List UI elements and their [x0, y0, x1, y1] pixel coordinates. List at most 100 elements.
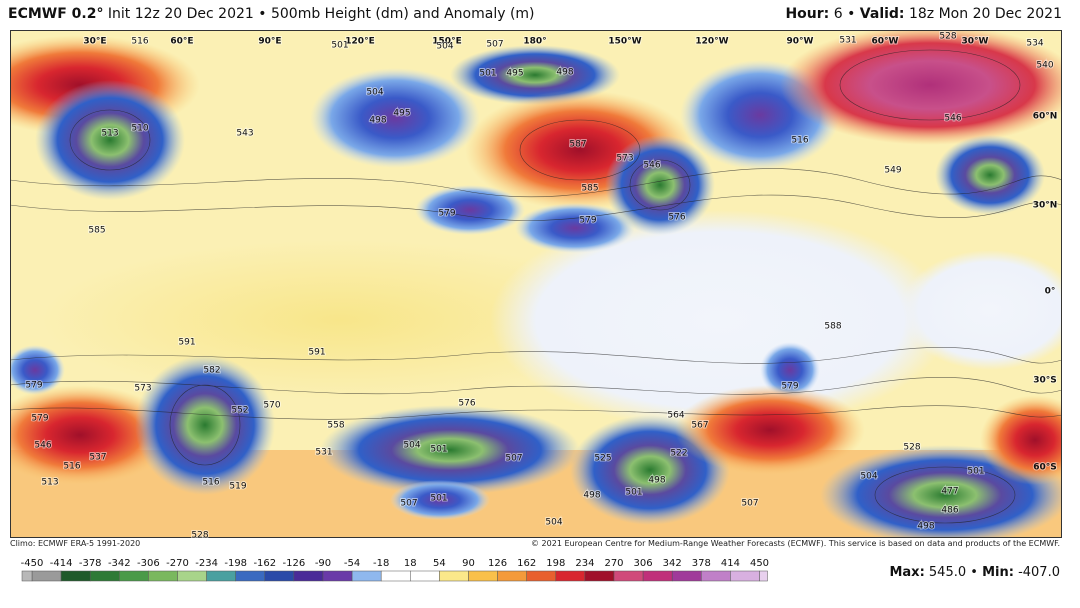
anomaly: [605, 135, 715, 235]
colorbar-label: 234: [575, 558, 594, 569]
colorbar-swatch: [671, 570, 702, 582]
coordinate-label: 90°E: [258, 37, 281, 47]
coordinate-label: 150°W: [608, 37, 641, 47]
colorbar-label: 270: [604, 558, 623, 569]
colorbar-swatch: [380, 570, 411, 582]
contour-label: 507: [400, 499, 417, 509]
anomaly: [900, 250, 1062, 370]
contour-label: 495: [506, 69, 523, 79]
contour-label: 546: [643, 161, 660, 171]
coordinate-label: 60°N: [1033, 112, 1058, 122]
coordinate-label: 180°: [523, 37, 546, 47]
anomaly: [515, 203, 635, 253]
anomaly: [935, 135, 1045, 215]
min: -407.0: [1018, 565, 1060, 580]
contour-label: 501: [967, 467, 984, 477]
contour-label: 534: [1026, 39, 1043, 49]
separator: •: [970, 565, 978, 580]
colorbar-swatch: [119, 570, 149, 582]
colorbar-swatch: [351, 570, 382, 582]
colorbar-swatch: [264, 570, 295, 582]
field: 500mb Height (dm) and Anomaly (m): [270, 6, 535, 22]
contour-label: 540: [1036, 61, 1053, 71]
min-label: Min:: [982, 565, 1014, 580]
contour-label: 587: [569, 140, 586, 150]
contour-label: 570: [263, 401, 280, 411]
anomaly: [135, 355, 275, 495]
contour-label: 498: [917, 522, 934, 532]
contour-label: 510: [131, 124, 148, 134]
contour-label: 477: [941, 487, 958, 497]
contour-label: 582: [203, 366, 220, 376]
colorbar-label: -306: [137, 558, 160, 569]
anomaly: [675, 385, 865, 475]
contour-label: 591: [178, 338, 195, 348]
colorbar-swatch: [410, 570, 440, 582]
coordinate-label: 120°E: [345, 37, 374, 47]
coordinate-label: 60°W: [872, 37, 899, 47]
coordinate-label: 120°W: [695, 37, 728, 47]
colorbar-label: -450: [21, 558, 44, 569]
map: 30°E 60°E 90°E 120°E 150°E 180° 150°W 120°W 90°W…: [10, 30, 1062, 538]
colorbar-label: 342: [663, 558, 682, 569]
contour-label: 516: [63, 462, 80, 472]
contour-label: 564: [667, 411, 684, 421]
hour-label: Hour:: [785, 6, 830, 22]
anomaly: [10, 345, 65, 395]
colorbar-label: 306: [634, 558, 653, 569]
anomaly: [490, 210, 950, 430]
copyright: © 2021 European Centre for Medium-Range …: [531, 539, 1060, 548]
colorbar-label: -342: [108, 558, 131, 569]
colorbar-swatch: [497, 570, 527, 582]
contour-label: 516: [131, 37, 148, 47]
contours: [10, 49, 1062, 524]
contour-label: 546: [34, 441, 51, 451]
colorbar-swatch: [613, 570, 644, 582]
contour-label: 504: [860, 472, 877, 482]
anomaly: [320, 405, 580, 495]
contour-label: 504: [545, 518, 562, 528]
valid-label: Valid:: [859, 6, 905, 22]
contour-label: 498: [369, 116, 386, 126]
colorbar-label: -198: [224, 558, 247, 569]
coordinate-label: 30°N: [1033, 201, 1058, 211]
contour-label: 519: [229, 482, 246, 492]
anomaly: [310, 68, 480, 168]
contour-label: 513: [101, 129, 118, 139]
header-right: Hour: 6 • Valid: 18z Mon 20 Dec 2021: [785, 6, 1062, 22]
contour-label: 573: [134, 384, 151, 394]
colorbar-label: -378: [79, 558, 102, 569]
contour-label: 507: [486, 40, 503, 50]
anomaly: [760, 342, 820, 398]
colorbar-swatch: [701, 570, 731, 582]
contour-label: 585: [581, 184, 598, 194]
separator: •: [847, 6, 856, 22]
coordinate-label: 60°S: [1033, 463, 1057, 473]
contour-label: 507: [505, 454, 522, 464]
colorbar-swatch: [235, 570, 266, 582]
colorbar-swatch: [31, 570, 62, 582]
max: 545.0: [928, 565, 967, 580]
contour-label: 567: [691, 421, 708, 431]
colorbar-swatch: [148, 570, 178, 582]
contour-label: 498: [583, 491, 600, 501]
colorbar-swatch: [177, 570, 207, 582]
colorbar-swatch: [759, 570, 768, 582]
contour-label: 576: [458, 399, 475, 409]
contour-label: 549: [884, 166, 901, 176]
colorbar-swatch: [439, 570, 469, 582]
colorbar-label: 162: [517, 558, 536, 569]
contour-label: 591: [308, 348, 325, 358]
coordinate-label: 0°: [1045, 287, 1056, 297]
anomaly: [980, 395, 1062, 485]
contour-label: 486: [941, 506, 958, 516]
anomaly: [415, 185, 525, 235]
contour-label: 501: [479, 69, 496, 79]
colorbar-swatch: [89, 570, 120, 582]
coordinate-label: 60°E: [170, 37, 193, 47]
colorbar-label: 54: [433, 558, 446, 569]
contour-label: 546: [944, 114, 961, 124]
stats: Max: 545.0 • Min: -407.0: [889, 565, 1060, 580]
colorbar-label: 18: [404, 558, 417, 569]
colorbar-swatch: [468, 570, 498, 582]
